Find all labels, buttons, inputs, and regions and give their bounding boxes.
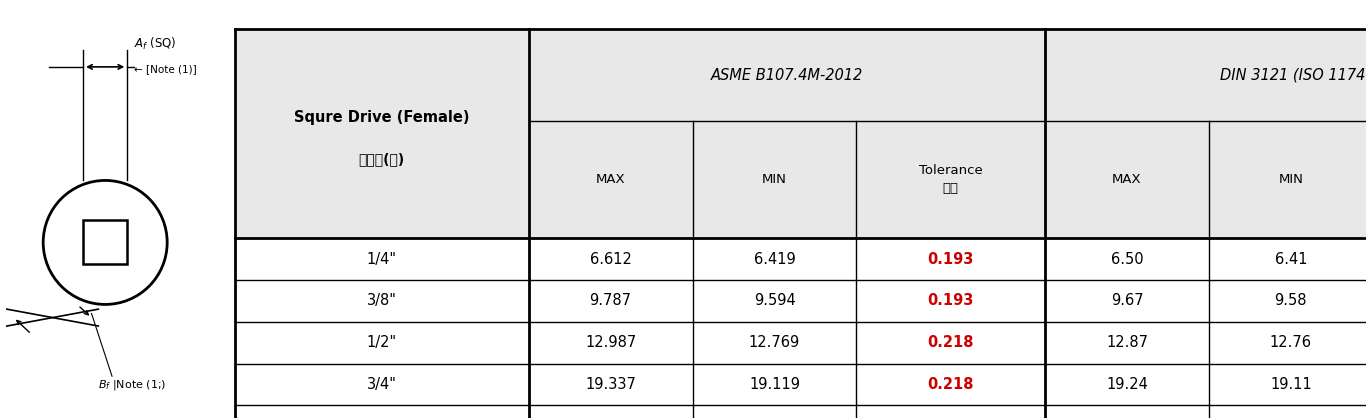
Text: MAX: MAX [1112, 173, 1142, 186]
Text: 0.218: 0.218 [928, 377, 974, 392]
Text: 1/2": 1/2" [366, 335, 398, 350]
Text: 9.67: 9.67 [1111, 293, 1143, 308]
Text: MIN: MIN [1279, 173, 1303, 186]
Text: 9.58: 9.58 [1274, 293, 1307, 308]
Text: 0.193: 0.193 [928, 252, 974, 267]
Text: Tolerance
公差: Tolerance 公差 [919, 164, 982, 195]
Text: 9.787: 9.787 [590, 293, 631, 308]
Text: 四角頭(母): 四角頭(母) [359, 152, 404, 166]
Text: $A_f$ (SQ): $A_f$ (SQ) [134, 36, 176, 52]
Text: 6.612: 6.612 [590, 252, 631, 267]
Text: 6.50: 6.50 [1111, 252, 1143, 267]
Bar [235, 238, 1366, 418]
Text: 19.119: 19.119 [749, 377, 800, 392]
Text: 19.24: 19.24 [1106, 377, 1147, 392]
Text: Squre Drive (Female): Squre Drive (Female) [294, 110, 470, 125]
Text: 12.987: 12.987 [585, 335, 637, 350]
Text: 9.594: 9.594 [754, 293, 795, 308]
Text: MIN: MIN [762, 173, 787, 186]
Text: 19.337: 19.337 [585, 377, 637, 392]
Bar [83, 220, 127, 265]
Bar [235, 29, 1366, 238]
Text: 12.87: 12.87 [1106, 335, 1147, 350]
Text: ← [Note (1)]: ← [Note (1)] [134, 64, 197, 74]
Text: 3/4": 3/4" [367, 377, 396, 392]
Text: 12.769: 12.769 [749, 335, 800, 350]
Text: 1/4": 1/4" [367, 252, 396, 267]
Text: 12.76: 12.76 [1270, 335, 1311, 350]
Text: 0.193: 0.193 [928, 293, 974, 308]
Text: 6.41: 6.41 [1274, 252, 1307, 267]
Text: 6.419: 6.419 [754, 252, 795, 267]
Text: 0.218: 0.218 [928, 335, 974, 350]
Text: 19.11: 19.11 [1270, 377, 1311, 392]
Text: ASME B107.4M-2012: ASME B107.4M-2012 [710, 68, 863, 83]
Text: DIN 3121 (ISO 1174-2): DIN 3121 (ISO 1174-2) [1220, 68, 1366, 83]
Ellipse shape [44, 181, 167, 304]
Text: $B_f$ |Note (1;): $B_f$ |Note (1;) [98, 377, 167, 392]
Text: 3/8": 3/8" [367, 293, 396, 308]
Text: MAX: MAX [596, 173, 626, 186]
